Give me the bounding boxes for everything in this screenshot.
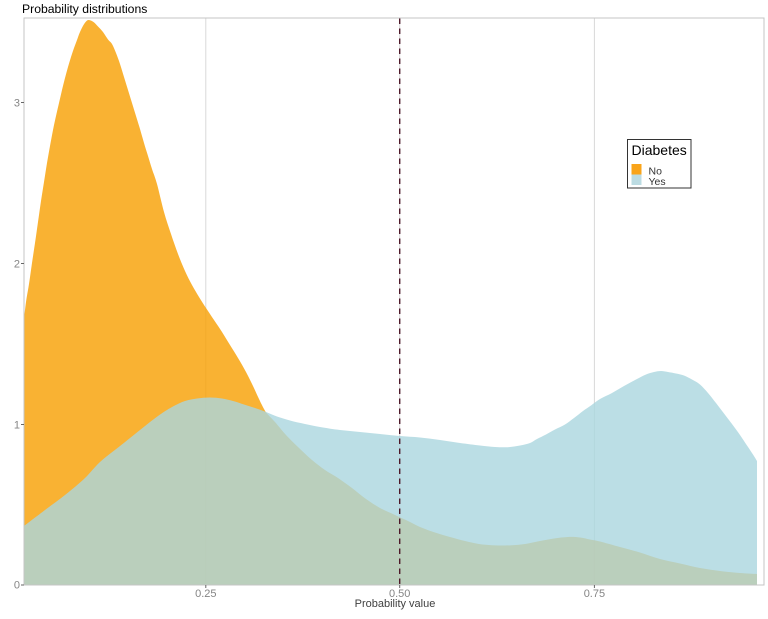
svg-text:Diabetes: Diabetes (632, 142, 687, 158)
svg-text:0.75: 0.75 (584, 588, 605, 600)
svg-text:3: 3 (14, 98, 20, 110)
svg-text:Probability value: Probability value (355, 598, 436, 610)
svg-text:Probability distributions: Probability distributions (22, 2, 147, 16)
svg-text:No: No (649, 165, 663, 177)
svg-text:2: 2 (14, 259, 20, 271)
svg-text:1: 1 (14, 420, 20, 432)
svg-text:Yes: Yes (649, 176, 666, 188)
svg-text:0.50: 0.50 (389, 588, 410, 600)
svg-text:0.25: 0.25 (195, 588, 216, 600)
svg-text:0: 0 (14, 580, 20, 592)
